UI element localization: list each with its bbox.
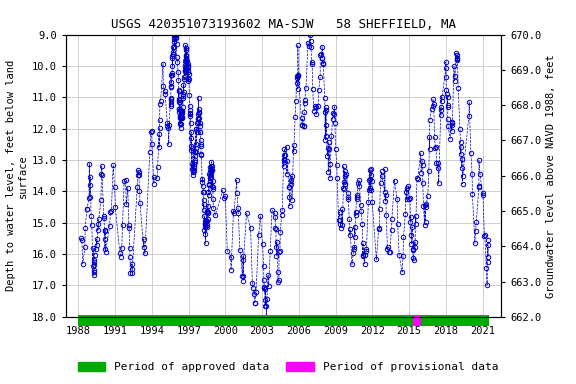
Legend: Period of approved data, Period of provisional data: Period of approved data, Period of provi… bbox=[73, 357, 503, 377]
Title: USGS 420351073193602 MA-SJW   58 SHEFFIELD, MA: USGS 420351073193602 MA-SJW 58 SHEFFIELD… bbox=[111, 18, 456, 31]
Y-axis label: Depth to water level, feet below land
surface: Depth to water level, feet below land su… bbox=[6, 60, 28, 291]
Y-axis label: Groundwater level above NAVD 1988, feet: Groundwater level above NAVD 1988, feet bbox=[545, 54, 556, 298]
